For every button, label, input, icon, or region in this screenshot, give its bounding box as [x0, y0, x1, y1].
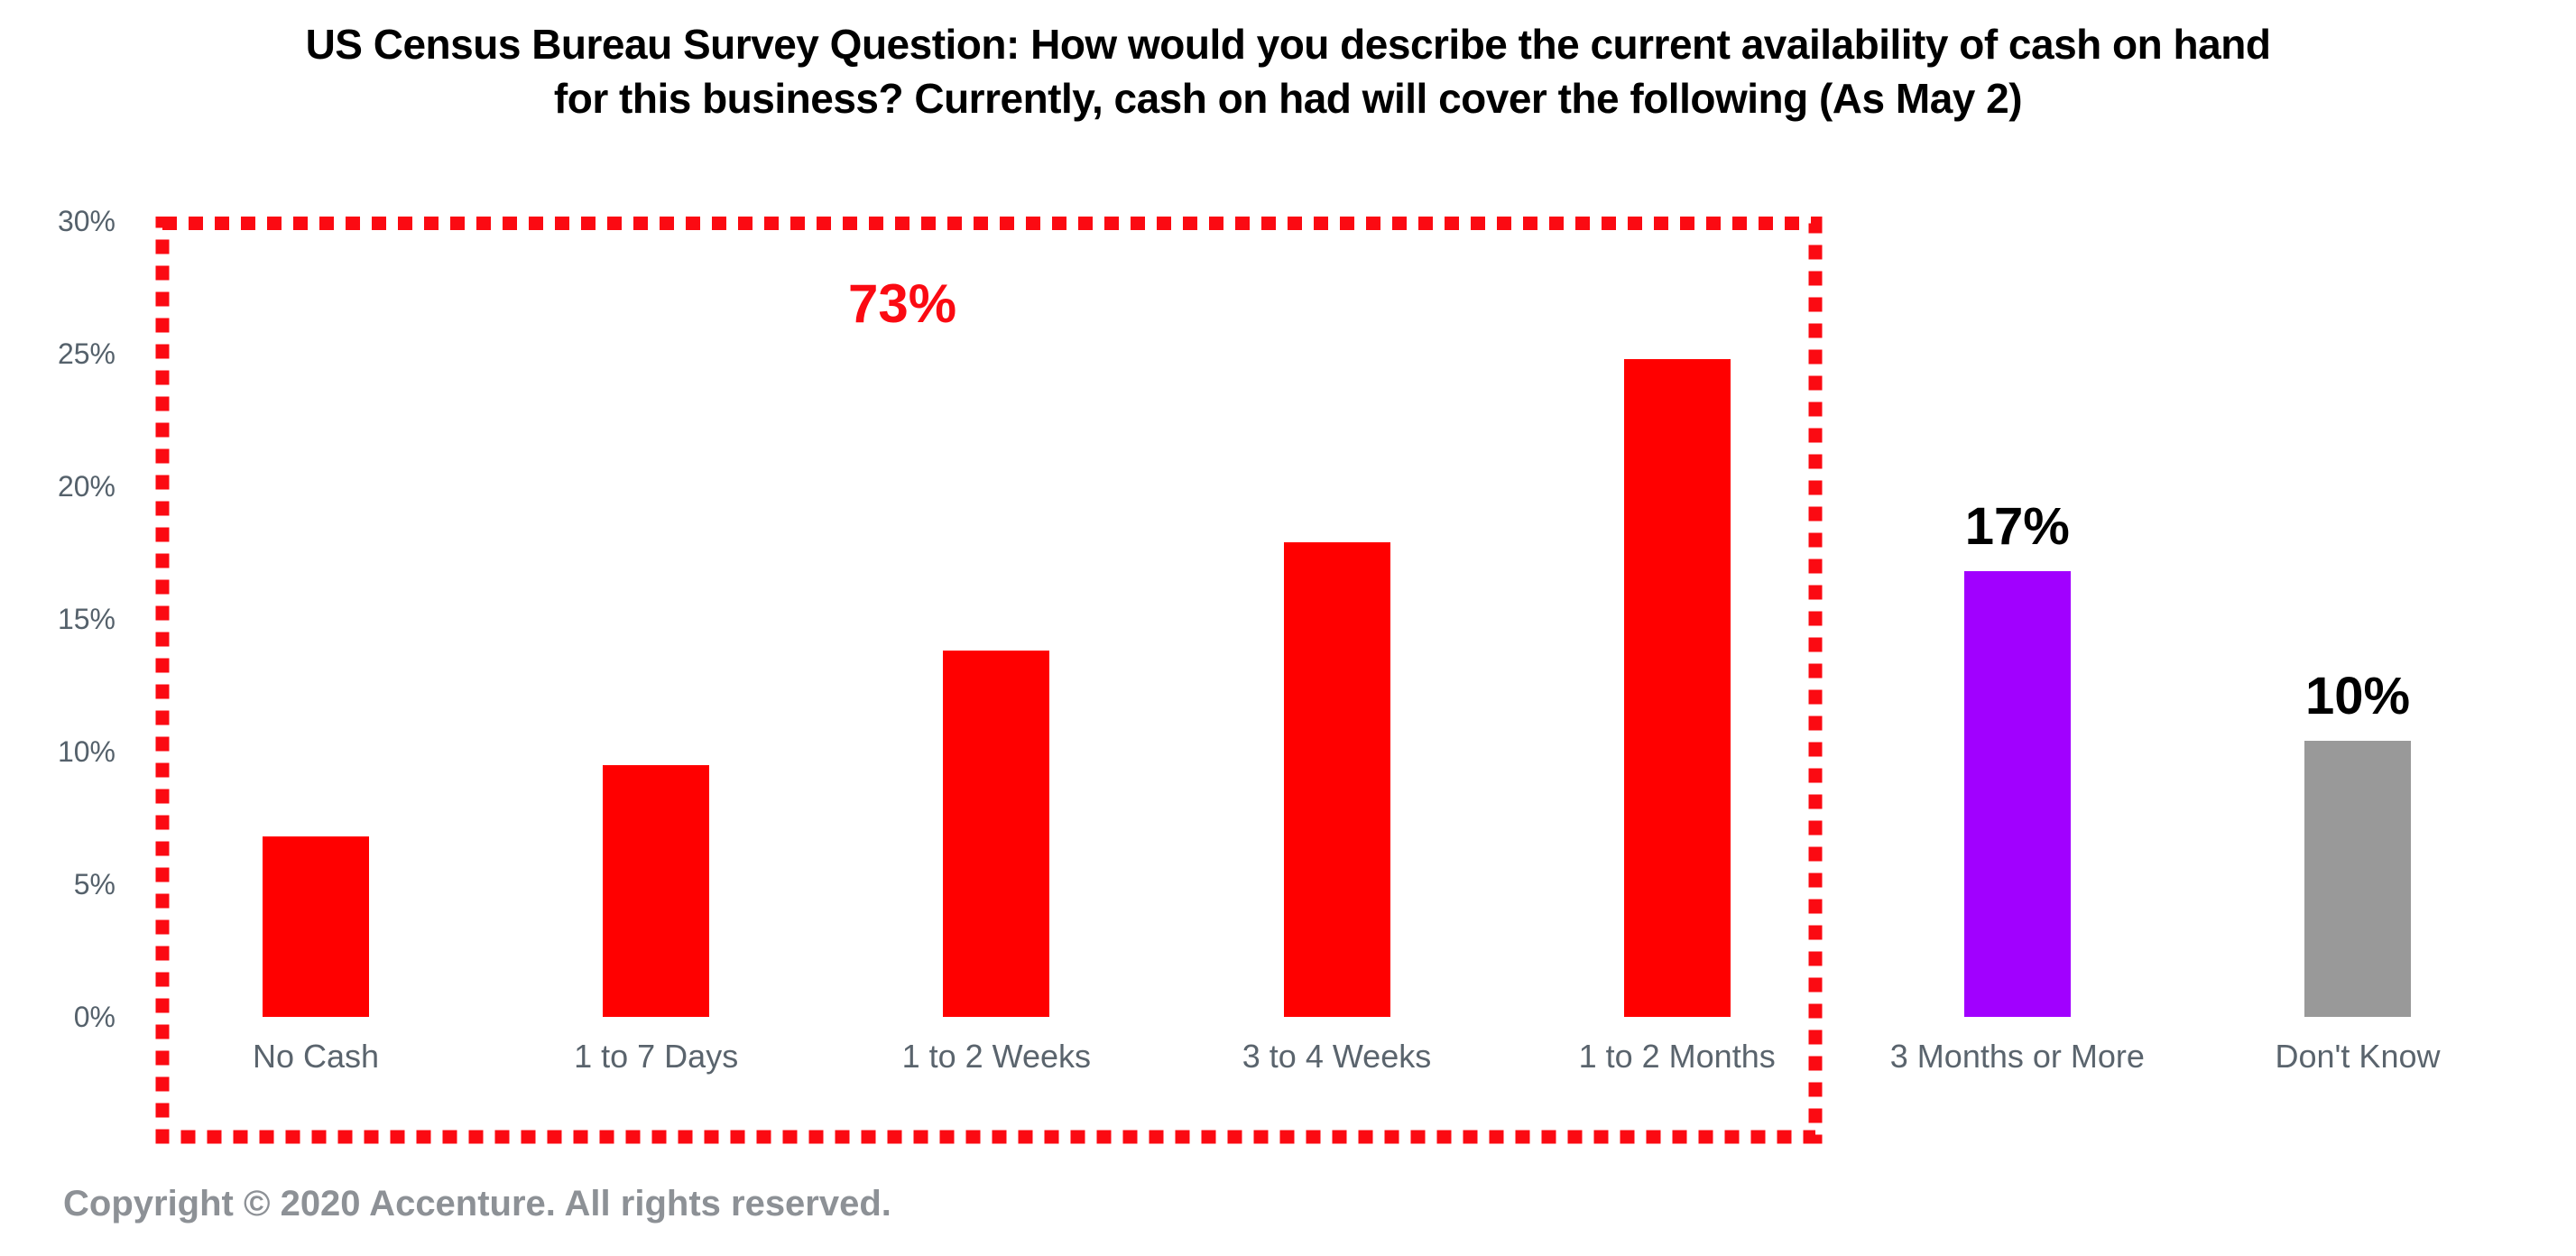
bar-3-to-4-weeks: [1283, 541, 1390, 1017]
y-axis-tick-20: 20%: [57, 470, 115, 503]
x-axis-label-1-to-7-days: 1 to 7 Days: [574, 1038, 739, 1075]
x-axis-label-3-months-or-more: 3 Months or More: [1889, 1038, 2145, 1075]
y-axis-tick-10: 10%: [57, 735, 115, 768]
chart-title-line-1: US Census Bureau Survey Question: How wo…: [305, 21, 2271, 68]
value-label-3-months-or-more: 17%: [1964, 497, 2070, 557]
bar-don-t-know: [2304, 741, 2412, 1017]
x-axis-label-1-to-2-months: 1 to 2 Months: [1578, 1038, 1776, 1075]
bar-no-cash: [263, 836, 369, 1017]
group-callout-73pct: 73%: [847, 273, 957, 334]
x-axis-label-1-to-2-weeks: 1 to 2 Weeks: [901, 1038, 1092, 1075]
chart-title: US Census Bureau Survey Question: How wo…: [0, 17, 2576, 125]
bar-3-months-or-more: [1963, 571, 2071, 1017]
x-axis-label-don-t-know: Don't Know: [2275, 1038, 2441, 1075]
bar-1-to-2-months: [1623, 358, 1731, 1017]
y-axis-tick-30: 30%: [57, 205, 115, 237]
x-axis-label-no-cash: No Cash: [252, 1038, 380, 1075]
y-axis-tick-5: 5%: [73, 868, 115, 900]
value-label-don-t-know: 10%: [2304, 667, 2411, 726]
bar-1-to-7-days: [603, 764, 710, 1017]
copyright-text: Copyright © 2020 Accenture. All rights r…: [63, 1184, 891, 1224]
y-axis-tick-25: 25%: [57, 337, 115, 370]
chart-title-line-2: for this business? Currently, cash on ha…: [553, 75, 2023, 122]
x-axis-label-3-to-4-weeks: 3 to 4 Weeks: [1242, 1038, 1432, 1075]
bar-1-to-2-weeks: [943, 651, 1050, 1017]
y-axis-tick-0: 0%: [73, 1001, 115, 1033]
y-axis-tick-15: 15%: [57, 603, 115, 635]
